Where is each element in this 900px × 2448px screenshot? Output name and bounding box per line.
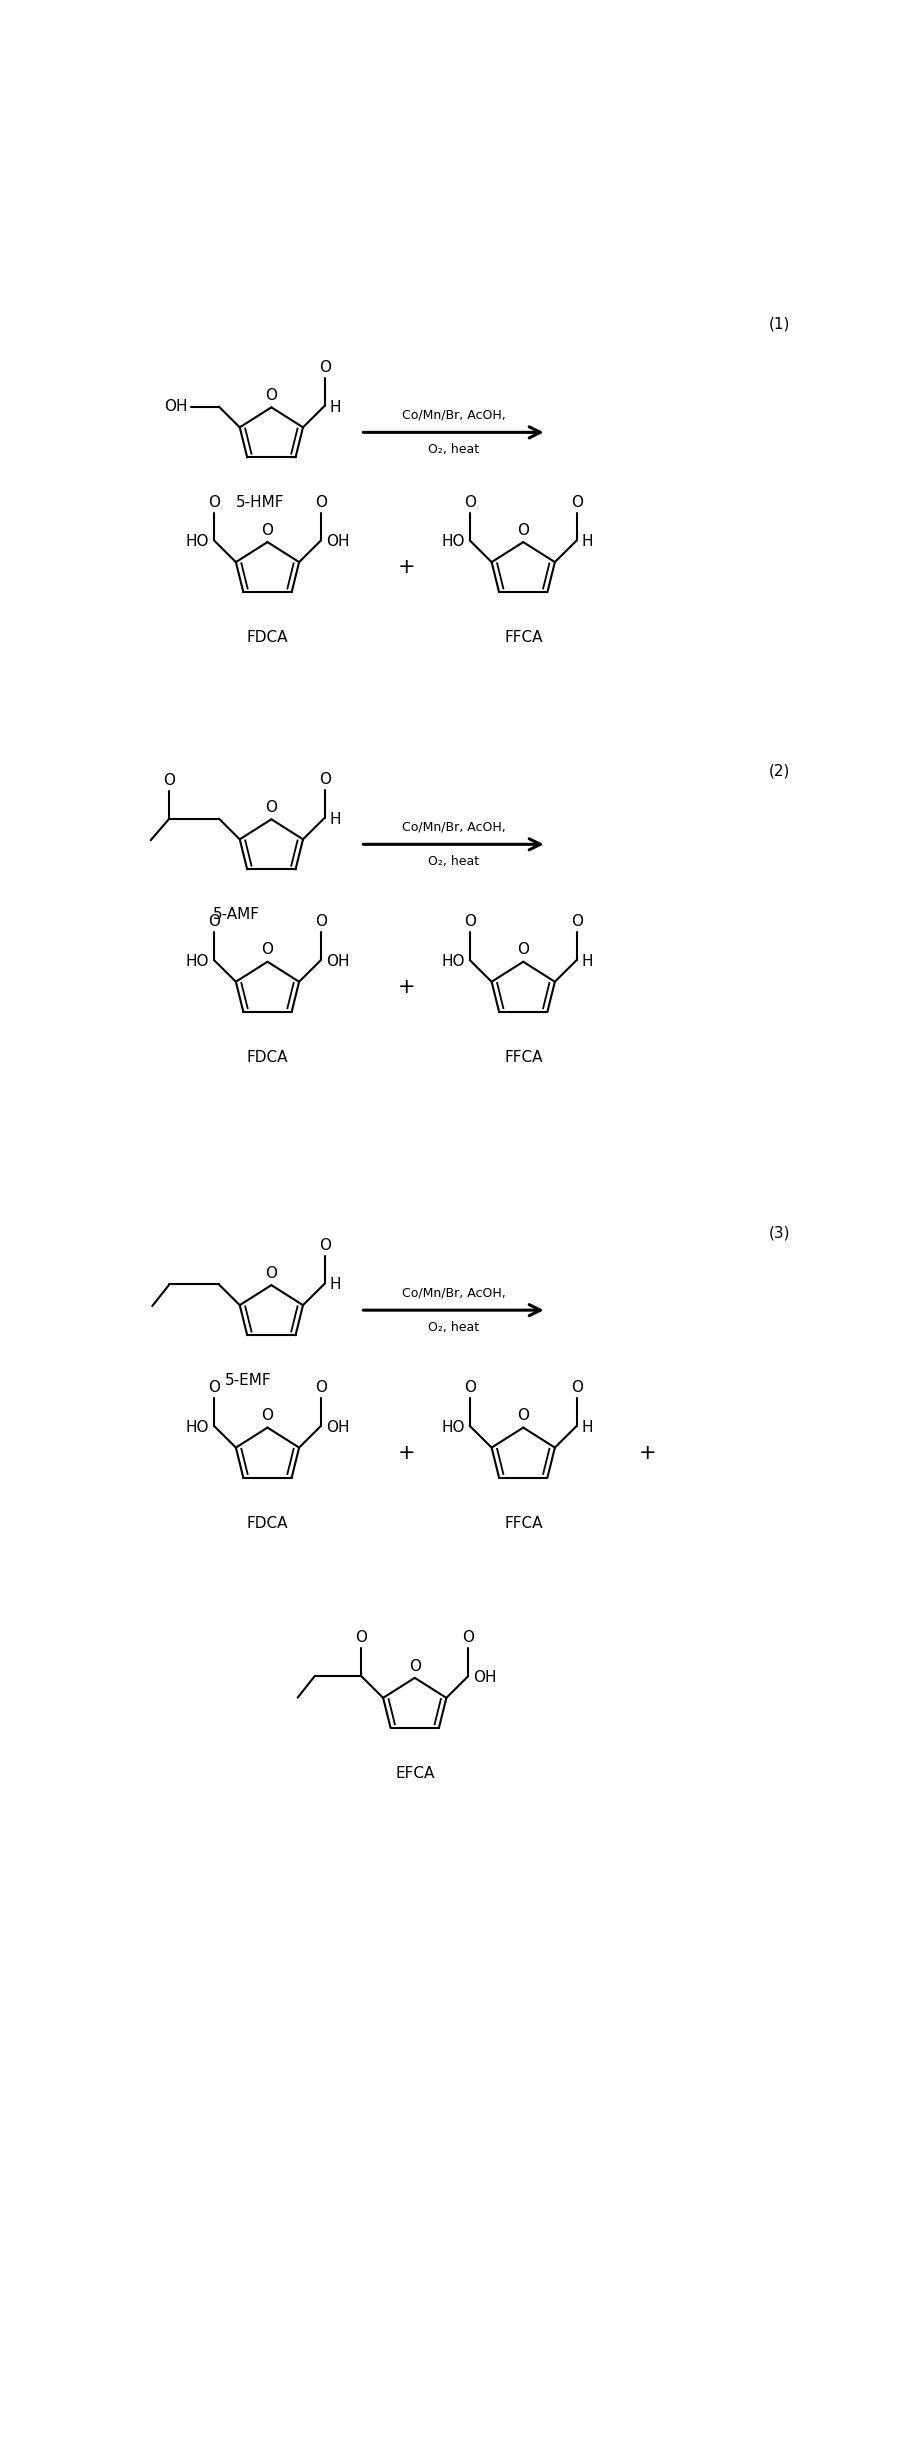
Text: 5-AMF: 5-AMF: [213, 908, 260, 923]
Text: HO: HO: [185, 1420, 210, 1435]
Text: O₂, heat: O₂, heat: [428, 443, 479, 455]
Text: OH: OH: [326, 1420, 349, 1435]
Text: O: O: [571, 913, 583, 930]
Text: O: O: [315, 913, 327, 930]
Text: O: O: [163, 774, 176, 788]
Text: O: O: [319, 360, 331, 375]
Text: HO: HO: [442, 955, 465, 969]
Text: O: O: [518, 942, 529, 957]
Text: O: O: [464, 1381, 476, 1395]
Text: HO: HO: [442, 534, 465, 548]
Text: H: H: [581, 534, 593, 548]
Text: O: O: [518, 1408, 529, 1422]
Text: 5-EMF: 5-EMF: [225, 1373, 272, 1388]
Text: O: O: [571, 494, 583, 509]
Text: FFCA: FFCA: [504, 1050, 543, 1065]
Text: O: O: [315, 1381, 327, 1395]
Text: (2): (2): [770, 764, 790, 778]
Text: O: O: [464, 494, 476, 509]
Text: (1): (1): [770, 316, 790, 333]
Text: EFCA: EFCA: [395, 1765, 435, 1782]
Text: OH: OH: [165, 399, 188, 414]
Text: O: O: [208, 494, 220, 509]
Text: O: O: [266, 389, 277, 404]
Text: OH: OH: [326, 955, 349, 969]
Text: O: O: [266, 1266, 277, 1280]
Text: HO: HO: [442, 1420, 465, 1435]
Text: Co/Mn/Br, AcOH,: Co/Mn/Br, AcOH,: [401, 409, 506, 421]
Text: Co/Mn/Br, AcOH,: Co/Mn/Br, AcOH,: [401, 1285, 506, 1300]
Text: H: H: [329, 399, 341, 414]
Text: O: O: [262, 942, 274, 957]
Text: +: +: [398, 1442, 416, 1461]
Text: H: H: [581, 955, 593, 969]
Text: OH: OH: [326, 534, 349, 548]
Text: O: O: [463, 1630, 474, 1645]
Text: (3): (3): [770, 1226, 790, 1241]
Text: H: H: [329, 813, 341, 827]
Text: O: O: [262, 1408, 274, 1422]
Text: HO: HO: [185, 955, 210, 969]
Text: OH: OH: [472, 1670, 497, 1684]
Text: O: O: [315, 494, 327, 509]
Text: O: O: [356, 1630, 367, 1645]
Text: H: H: [581, 1420, 593, 1435]
Text: HO: HO: [185, 534, 210, 548]
Text: O: O: [518, 524, 529, 539]
Text: FFCA: FFCA: [504, 629, 543, 646]
Text: +: +: [638, 1442, 656, 1461]
Text: O: O: [208, 1381, 220, 1395]
Text: O: O: [262, 524, 274, 539]
Text: O₂, heat: O₂, heat: [428, 854, 479, 869]
Text: O: O: [319, 1239, 331, 1253]
Text: 5-HMF: 5-HMF: [236, 494, 284, 512]
Text: FFCA: FFCA: [504, 1515, 543, 1530]
Text: Co/Mn/Br, AcOH,: Co/Mn/Br, AcOH,: [401, 820, 506, 832]
Text: O: O: [409, 1660, 421, 1674]
Text: O: O: [571, 1381, 583, 1395]
Text: FDCA: FDCA: [247, 1050, 288, 1065]
Text: H: H: [329, 1278, 341, 1293]
Text: O: O: [464, 913, 476, 930]
Text: FDCA: FDCA: [247, 629, 288, 646]
Text: +: +: [398, 977, 416, 996]
Text: +: +: [398, 558, 416, 578]
Text: O: O: [266, 800, 277, 815]
Text: FDCA: FDCA: [247, 1515, 288, 1530]
Text: O: O: [319, 771, 331, 786]
Text: O₂, heat: O₂, heat: [428, 1322, 479, 1334]
Text: O: O: [208, 913, 220, 930]
